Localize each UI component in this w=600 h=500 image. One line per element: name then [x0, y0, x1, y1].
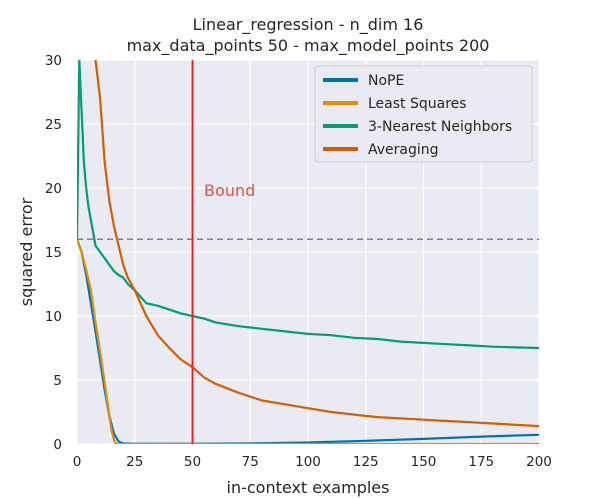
legend: NoPE Least Squares 3-Nearest Neighbors Aver…	[314, 65, 533, 163]
legend-box	[314, 65, 533, 163]
x-tick-label: 50	[184, 454, 201, 470]
x-tick-label: 200	[526, 454, 552, 470]
chart-title-line-2: max_data_points 50 - max_model_points 20…	[127, 36, 490, 56]
reference-lines	[77, 60, 539, 444]
x-tick-label: 100	[295, 454, 321, 470]
x-tick-label: 0	[73, 454, 82, 470]
y-tick-label: 0	[53, 437, 62, 453]
x-tick-label: 150	[411, 454, 437, 470]
legend-label: Averaging	[368, 142, 439, 158]
x-axis-label: in-context examples	[227, 478, 390, 497]
y-tick-label: 30	[45, 53, 62, 69]
series-line-3-nearest-neighbors	[77, 60, 539, 350]
x-tick-label: 25	[126, 454, 143, 470]
x-tick-label: 75	[242, 454, 259, 470]
tick-labels: 0 25 50 75 100 125 150 175 200 0 5 10 15 20 25 30	[45, 53, 552, 470]
x-tick-label: 125	[353, 454, 379, 470]
bound-annotation: Bound	[204, 181, 255, 200]
y-tick-label: 20	[45, 181, 62, 197]
series-line-averaging	[94, 60, 539, 428]
series-line-nope	[77, 238, 539, 444]
y-axis-label: squared error	[17, 197, 36, 306]
legend-label: 3-Nearest Neighbors	[368, 119, 512, 135]
y-tick-label: 25	[45, 117, 62, 133]
legend-label: NoPE	[368, 73, 404, 89]
y-tick-label: 10	[45, 309, 62, 325]
x-tick-label: 175	[468, 454, 494, 470]
y-tick-label: 15	[45, 245, 62, 261]
y-tick-label: 5	[53, 373, 62, 389]
chart-title-line-1: Linear_regression - n_dim 16	[193, 15, 424, 35]
legend-label: Least Squares	[368, 96, 467, 112]
series-line-least-squares	[77, 238, 539, 444]
series-lines	[77, 60, 539, 444]
